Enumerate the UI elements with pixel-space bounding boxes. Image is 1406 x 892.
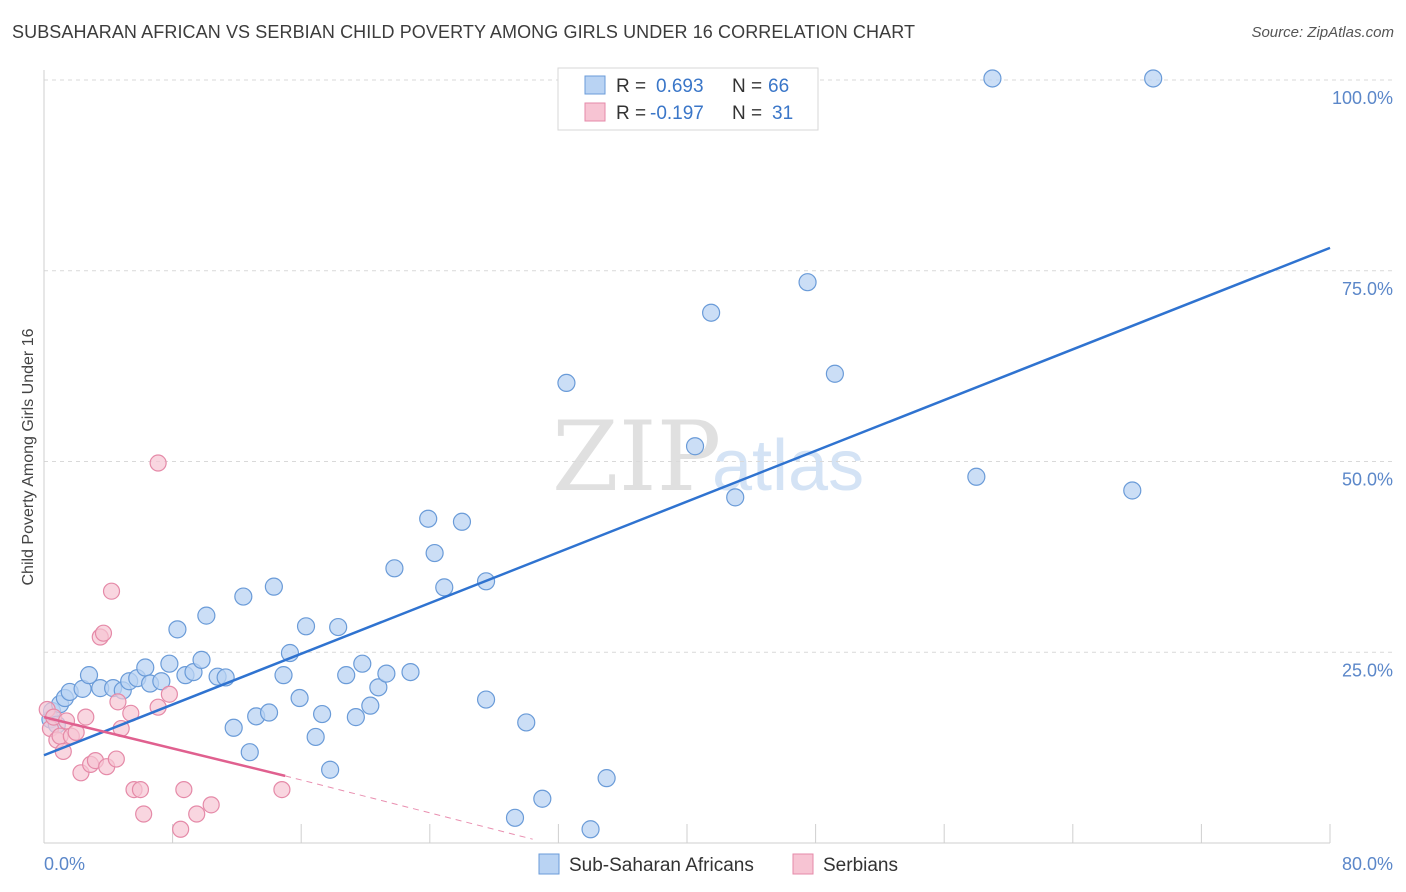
trendline-pink-extension <box>285 775 533 840</box>
point-pink-18 <box>109 693 127 711</box>
x-tick-label-min: 0.0% <box>44 854 85 874</box>
legend-n-value-blue: 66 <box>768 76 789 97</box>
point-blue-33 <box>296 617 316 636</box>
y-tick-label-1: 50.0% <box>1342 470 1393 490</box>
point-blue-45 <box>401 662 420 682</box>
watermark: ZIP atlas <box>552 401 864 513</box>
point-blue-60 <box>726 488 745 507</box>
point-blue-58 <box>685 437 705 456</box>
point-blue-48 <box>435 578 454 597</box>
point-blue-56 <box>581 820 600 839</box>
point-blue-28 <box>259 703 279 722</box>
y-tick-label-3: 100.0% <box>1332 88 1393 108</box>
trendline-blue <box>43 246 1331 757</box>
point-blue-57 <box>597 769 616 788</box>
series-legend: Sub-Saharan Africans Serbians <box>538 853 898 876</box>
x-axis-ticks <box>43 824 1331 843</box>
point-blue-63 <box>967 467 986 486</box>
point-blue-35 <box>312 704 332 724</box>
point-blue-54 <box>533 789 552 808</box>
point-blue-34 <box>306 727 325 747</box>
point-blue-52 <box>505 808 525 827</box>
legend-n-label-pink: N = <box>732 103 762 124</box>
legend-r-value-blue: 0.693 <box>656 76 704 97</box>
watermark-zip: ZIP <box>552 401 721 513</box>
point-blue-37 <box>329 617 348 637</box>
point-blue-26 <box>240 743 259 762</box>
y-tick-label-2: 75.0% <box>1342 279 1393 299</box>
point-blue-59 <box>702 303 721 322</box>
point-blue-49 <box>452 512 472 531</box>
legend-n-value-pink: 31 <box>772 103 793 124</box>
point-pink-24 <box>149 454 167 472</box>
correlation-legend: R = 0.693 N = 66 R = -0.197 N = 31 <box>557 67 819 131</box>
point-blue-62 <box>825 364 844 383</box>
y-tick-labels: 25.0% 50.0% 75.0% 100.0% <box>1332 88 1393 680</box>
series-legend-swatch-blue <box>538 853 560 875</box>
point-blue-21 <box>197 606 216 625</box>
trendline-pink <box>43 715 286 778</box>
legend-swatch-blue <box>584 75 606 95</box>
point-blue-25 <box>234 587 253 606</box>
source-label: Source: ZipAtlas.com <box>1251 24 1394 41</box>
series-legend-swatch-pink <box>792 853 814 875</box>
point-blue-43 <box>377 664 396 683</box>
point-pink-30 <box>202 796 220 814</box>
point-pink-26 <box>160 685 178 703</box>
point-blue-17 <box>168 620 187 639</box>
point-blue-55 <box>557 373 576 393</box>
point-pink-31 <box>273 780 291 799</box>
point-blue-29 <box>264 577 283 596</box>
point-pink-14 <box>94 624 113 642</box>
y-tick-label-0: 25.0% <box>1342 660 1393 680</box>
point-pink-29 <box>188 805 206 823</box>
legend-swatch-pink <box>584 102 606 122</box>
y-axis-label: Child Poverty Among Girls Under 16 <box>20 328 37 585</box>
series-legend-label-blue: Sub-Saharan Africans <box>569 855 754 876</box>
point-pink-27 <box>172 820 190 838</box>
gridlines <box>44 79 1392 653</box>
legend-r-label-blue: R = <box>616 76 646 97</box>
point-blue-51 <box>476 690 496 709</box>
point-blue-46 <box>419 509 438 528</box>
series-sub-saharan-africans-points <box>41 69 1163 839</box>
series-serbians-points <box>38 454 291 838</box>
point-blue-30 <box>274 666 293 685</box>
legend-r-value-pink: -0.197 <box>650 103 704 124</box>
point-pink-10 <box>77 708 95 726</box>
point-pink-16 <box>102 582 121 600</box>
point-blue-53 <box>517 713 536 732</box>
point-blue-36 <box>321 760 340 779</box>
point-blue-47 <box>425 543 444 563</box>
point-blue-66 <box>1144 69 1163 88</box>
point-pink-28 <box>175 780 193 799</box>
point-pink-23 <box>135 805 153 823</box>
point-blue-64 <box>983 69 1002 88</box>
point-pink-17 <box>107 750 125 768</box>
trendlines <box>43 246 1331 840</box>
point-blue-7 <box>79 666 99 685</box>
legend-n-label-blue: N = <box>732 76 762 97</box>
point-blue-42 <box>369 678 388 697</box>
point-blue-65 <box>1123 481 1142 500</box>
point-blue-16 <box>160 654 179 673</box>
point-blue-40 <box>353 654 372 673</box>
point-blue-20 <box>192 650 211 669</box>
point-blue-39 <box>346 708 365 727</box>
point-blue-38 <box>337 666 356 685</box>
point-blue-44 <box>385 559 404 578</box>
point-blue-61 <box>798 273 817 292</box>
chart-title: SUBSAHARAN AFRICAN VS SERBIAN CHILD POVE… <box>12 22 916 42</box>
point-pink-22 <box>131 780 150 799</box>
point-blue-41 <box>361 696 380 715</box>
point-blue-32 <box>290 688 309 708</box>
point-blue-24 <box>224 718 243 737</box>
series-legend-label-pink: Serbians <box>823 855 898 876</box>
legend-r-label-pink: R = <box>616 103 646 124</box>
x-tick-label-max: 80.0% <box>1342 854 1393 874</box>
point-blue-13 <box>136 658 155 677</box>
point-blue-15 <box>152 672 171 691</box>
